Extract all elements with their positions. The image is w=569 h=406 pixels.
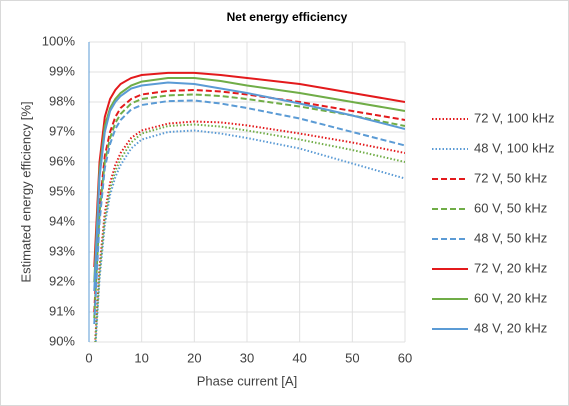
x-tick-label: 60 xyxy=(398,350,412,365)
y-tick-label: 95% xyxy=(49,183,75,198)
x-tick-label: 30 xyxy=(240,350,254,365)
y-tick-label: 93% xyxy=(49,243,75,258)
legend-label: 72 V, 50 kHz xyxy=(474,170,547,185)
y-tick-label: 96% xyxy=(49,153,75,168)
y-axis-label: Estimated energy efficiency [%] xyxy=(18,101,33,282)
x-tick-label: 10 xyxy=(134,350,148,365)
series-line xyxy=(94,123,405,342)
series-line xyxy=(93,99,405,325)
legend-label: 48 V, 100 kHz xyxy=(474,140,554,155)
chart-title: Net energy efficiency xyxy=(227,10,348,24)
x-tick-label: 50 xyxy=(345,350,359,365)
x-tick-label: 20 xyxy=(187,350,201,365)
y-tick-label: 91% xyxy=(49,303,75,318)
y-tick-label: 92% xyxy=(49,273,75,288)
y-tick-label: 90% xyxy=(49,333,75,348)
x-tick-label: 0 xyxy=(85,350,92,365)
series-line xyxy=(94,120,405,342)
x-tick-label: 40 xyxy=(292,350,306,365)
series-line xyxy=(94,129,405,342)
y-tick-label: 94% xyxy=(49,213,75,228)
series-line xyxy=(93,93,405,319)
series-line xyxy=(93,81,405,292)
legend-label: 48 V, 20 kHz xyxy=(474,320,547,335)
x-axis-label: Phase current [A] xyxy=(197,373,297,388)
y-tick-label: 98% xyxy=(49,93,75,108)
legend-label: 48 V, 50 kHz xyxy=(474,230,547,245)
legend-label: 60 V, 20 kHz xyxy=(474,290,547,305)
legend-label: 72 V, 20 kHz xyxy=(474,260,547,275)
y-tick-label: 97% xyxy=(49,123,75,138)
series-line xyxy=(93,71,405,268)
series-line xyxy=(93,77,405,283)
legend-label: 72 V, 100 kHz xyxy=(474,110,554,125)
y-tick-label: 99% xyxy=(49,63,75,78)
plot-area xyxy=(93,71,405,342)
legend-label: 60 V, 50 kHz xyxy=(474,200,547,215)
y-tick-label: 100% xyxy=(42,33,76,48)
